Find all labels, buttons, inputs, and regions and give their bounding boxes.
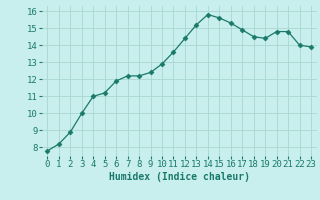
X-axis label: Humidex (Indice chaleur): Humidex (Indice chaleur) [109, 172, 250, 182]
